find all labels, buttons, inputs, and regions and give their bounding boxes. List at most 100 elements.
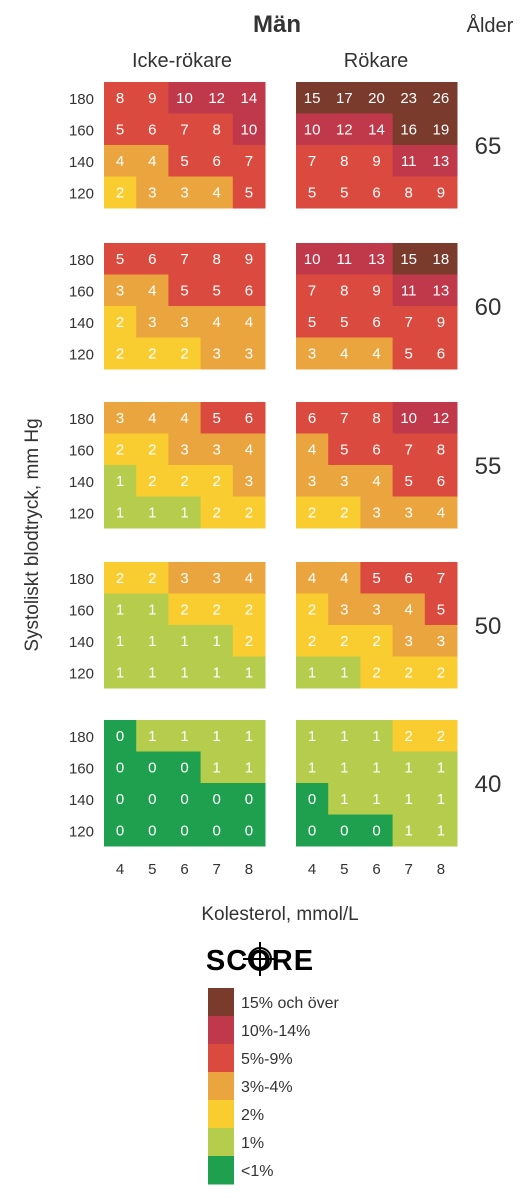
cell-value-label: 2	[340, 504, 348, 521]
panel-title-smoker: Rökare	[344, 50, 408, 72]
heatmap-cell-nonsmoker	[232, 82, 266, 114]
cell-value-label: 6	[148, 121, 156, 138]
heatmap-cell-smoker	[392, 562, 426, 594]
heatmap-cell-nonsmoker	[104, 751, 137, 784]
heatmap-cell-smoker	[296, 496, 329, 529]
cell-value-label: 9	[245, 251, 253, 268]
heatmap-cell-smoker	[360, 562, 394, 594]
cell-value-label: 0	[116, 791, 124, 808]
heatmap-cell-nonsmoker	[200, 402, 234, 434]
heatmap-cell-smoker	[328, 720, 361, 752]
heatmap-cell-nonsmoker	[136, 82, 169, 114]
cell-value-label: 4	[213, 314, 221, 331]
heatmap-cell-nonsmoker	[232, 593, 266, 626]
heatmap-cell-smoker	[328, 113, 361, 146]
heatmap-cell-smoker	[328, 433, 361, 466]
cell-value-label: 8	[437, 441, 445, 458]
heatmap-cell-nonsmoker	[168, 625, 202, 657]
legend-swatch	[208, 1156, 234, 1185]
heatmap-cell-smoker	[296, 243, 329, 275]
legend-swatch	[208, 1016, 234, 1045]
heatmap-cell-nonsmoker	[104, 176, 137, 209]
heatmap-cell-nonsmoker	[168, 562, 202, 594]
y-tick-label: 140	[69, 154, 94, 171]
heatmap-cell-nonsmoker	[136, 337, 169, 370]
cell-value-label: 3	[116, 410, 124, 427]
heatmap-cell-smoker	[360, 176, 394, 209]
heatmap-cell-nonsmoker	[168, 402, 202, 434]
cell-value-label: 1	[116, 601, 124, 618]
heatmap-cell-nonsmoker	[200, 274, 234, 307]
cell-value-label: 4	[372, 345, 380, 362]
heatmap-cell-nonsmoker	[104, 113, 137, 146]
heatmap-cell-smoker	[296, 145, 329, 177]
cell-value-label: 1	[308, 728, 316, 745]
age-label: 50	[475, 613, 502, 640]
heatmap-cell-nonsmoker	[136, 562, 169, 594]
heatmap-cell-smoker	[328, 402, 361, 434]
heatmap-cell-nonsmoker	[136, 625, 169, 657]
cell-value-label: 11	[337, 251, 353, 268]
heatmap-cell-nonsmoker	[104, 593, 137, 626]
heatmap-cell-smoker	[328, 82, 361, 114]
heatmap-cell-smoker	[328, 656, 361, 689]
cell-value-label: 8	[213, 121, 221, 138]
heatmap-cell-smoker	[392, 720, 426, 752]
cell-value-label: 7	[180, 121, 188, 138]
cell-value-label: 20	[368, 90, 385, 107]
cell-value-label: 0	[116, 759, 124, 776]
heatmap-cell-smoker	[424, 465, 458, 497]
cell-value-label: 8	[213, 251, 221, 268]
cell-value-label: 16	[400, 121, 417, 138]
cell-value-label: 4	[437, 504, 445, 521]
cell-value-label: 10	[400, 410, 417, 427]
cell-value-label: 2	[180, 601, 188, 618]
heatmap-cell-smoker	[360, 751, 394, 784]
cell-value-label: 0	[180, 759, 188, 776]
heatmap-cell-smoker	[296, 465, 329, 497]
cell-value-label: 23	[400, 90, 417, 107]
cell-value-label: 5	[180, 282, 188, 299]
age-labels: 65 60 55 50 40	[475, 133, 502, 798]
legend-label: 5%-9%	[241, 1051, 293, 1068]
heatmap-cell-nonsmoker	[104, 306, 137, 338]
heatmap-cell-smoker	[424, 243, 458, 275]
cell-value-label: 3	[245, 345, 253, 362]
heatmap-cell-nonsmoker	[200, 465, 234, 497]
cell-value-label: 1	[405, 791, 413, 808]
cell-value-label: 5	[405, 345, 413, 362]
x-tick-label: 5	[148, 861, 156, 878]
heatmap-cell-smoker	[392, 433, 426, 466]
cell-value-label: 26	[433, 90, 450, 107]
heatmap-cell-nonsmoker	[136, 783, 169, 815]
heatmap-cell-nonsmoker	[168, 783, 202, 815]
cell-value-label: 18	[433, 251, 450, 268]
cell-value-label: 6	[437, 473, 445, 490]
heatmap-cell-smoker	[296, 593, 329, 626]
heatmap-cell-nonsmoker	[200, 337, 234, 370]
x-tick-label: 8	[245, 861, 253, 878]
heatmap-cell-smoker	[296, 176, 329, 209]
cell-value-label: 4	[308, 570, 316, 587]
heatmap-cell-smoker	[392, 337, 426, 370]
cell-value-label: 1	[437, 791, 445, 808]
cell-value-label: 1	[405, 759, 413, 776]
heatmap-cell-smoker	[296, 656, 329, 689]
legend-label: 3%-4%	[241, 1079, 293, 1096]
cell-value-label: 3	[180, 570, 188, 587]
cell-value-label: 1	[340, 728, 348, 745]
heatmap-cell-smoker	[360, 433, 394, 466]
y-tick-label: 180	[69, 411, 94, 428]
heatmap-cell-smoker	[328, 625, 361, 657]
cell-value-label: 3	[308, 473, 316, 490]
cell-value-label: 1	[308, 759, 316, 776]
y-axis-title: Systoliskt blodtryck, mm Hg	[22, 418, 43, 651]
cell-value-label: 4	[148, 410, 156, 427]
cell-value-label: 7	[180, 251, 188, 268]
cell-value-label: 9	[372, 282, 380, 299]
heatmap-cell-smoker	[328, 562, 361, 594]
cell-value-label: 1	[372, 759, 380, 776]
cell-value-label: 3	[340, 601, 348, 618]
heatmap-cell-nonsmoker	[168, 176, 202, 209]
